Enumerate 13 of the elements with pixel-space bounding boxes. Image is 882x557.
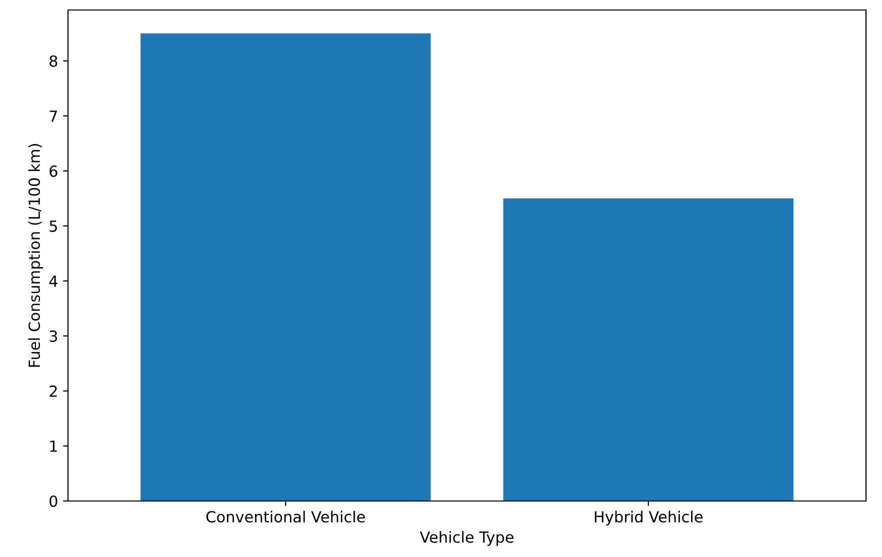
- x-tick-label: Hybrid Vehicle: [594, 510, 703, 526]
- y-tick-label: 2: [50, 385, 57, 397]
- y-axis-title: Fuel Consumption (L/100 km): [28, 144, 43, 367]
- y-tick-label: 0: [50, 495, 58, 508]
- y-tick-label: 7: [50, 110, 57, 122]
- x-axis-title: Vehicle Type: [420, 531, 514, 546]
- x-tick-label: Conventional Vehicle: [206, 510, 365, 523]
- y-tick-label: 3: [50, 330, 58, 342]
- y-tick-label: 5: [50, 220, 57, 232]
- y-tick-label: 1: [50, 440, 57, 452]
- y-tick-label: 8: [50, 55, 58, 67]
- y-tick-label: 6: [50, 165, 58, 177]
- y-tick-label: 4: [49, 276, 58, 287]
